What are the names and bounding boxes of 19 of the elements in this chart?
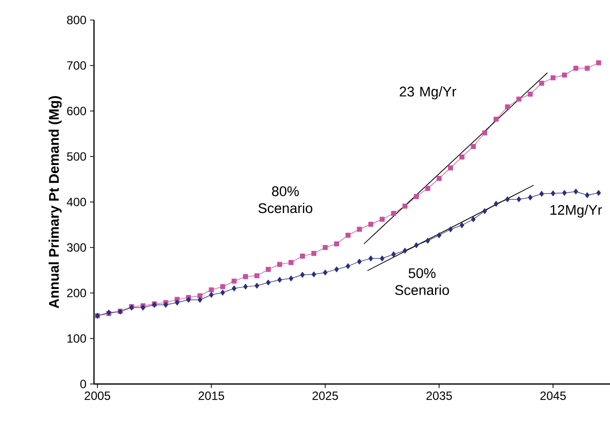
- y-tick-label: 100: [67, 334, 86, 343]
- annotation: 50% Scenario: [395, 268, 449, 296]
- y-tick-label: 500: [67, 152, 86, 161]
- y-tick-label: 0: [80, 380, 86, 388]
- annotation: 12Mg/Yr: [550, 204, 602, 218]
- annotation: 23 Mg/Yr: [400, 86, 456, 100]
- x-tick-label: 2025: [312, 392, 338, 400]
- x-tick-label: 2045: [540, 392, 566, 400]
- x-tick-label: 2005: [84, 392, 110, 400]
- y-tick-label: 600: [67, 106, 86, 116]
- y-tick-label: 800: [67, 16, 86, 24]
- y-tick-label: 200: [67, 288, 86, 298]
- y-axis-title: Annual Primary Pt Demand (Mg): [48, 96, 62, 308]
- annotation: 80% Scenario: [258, 186, 312, 214]
- y-tick-label: 300: [67, 243, 86, 252]
- x-tick-label: 2035: [426, 392, 452, 400]
- x-tick-label: 2015: [198, 392, 224, 400]
- y-tick-label: 400: [66, 198, 86, 206]
- y-tick-label: 700: [67, 61, 86, 70]
